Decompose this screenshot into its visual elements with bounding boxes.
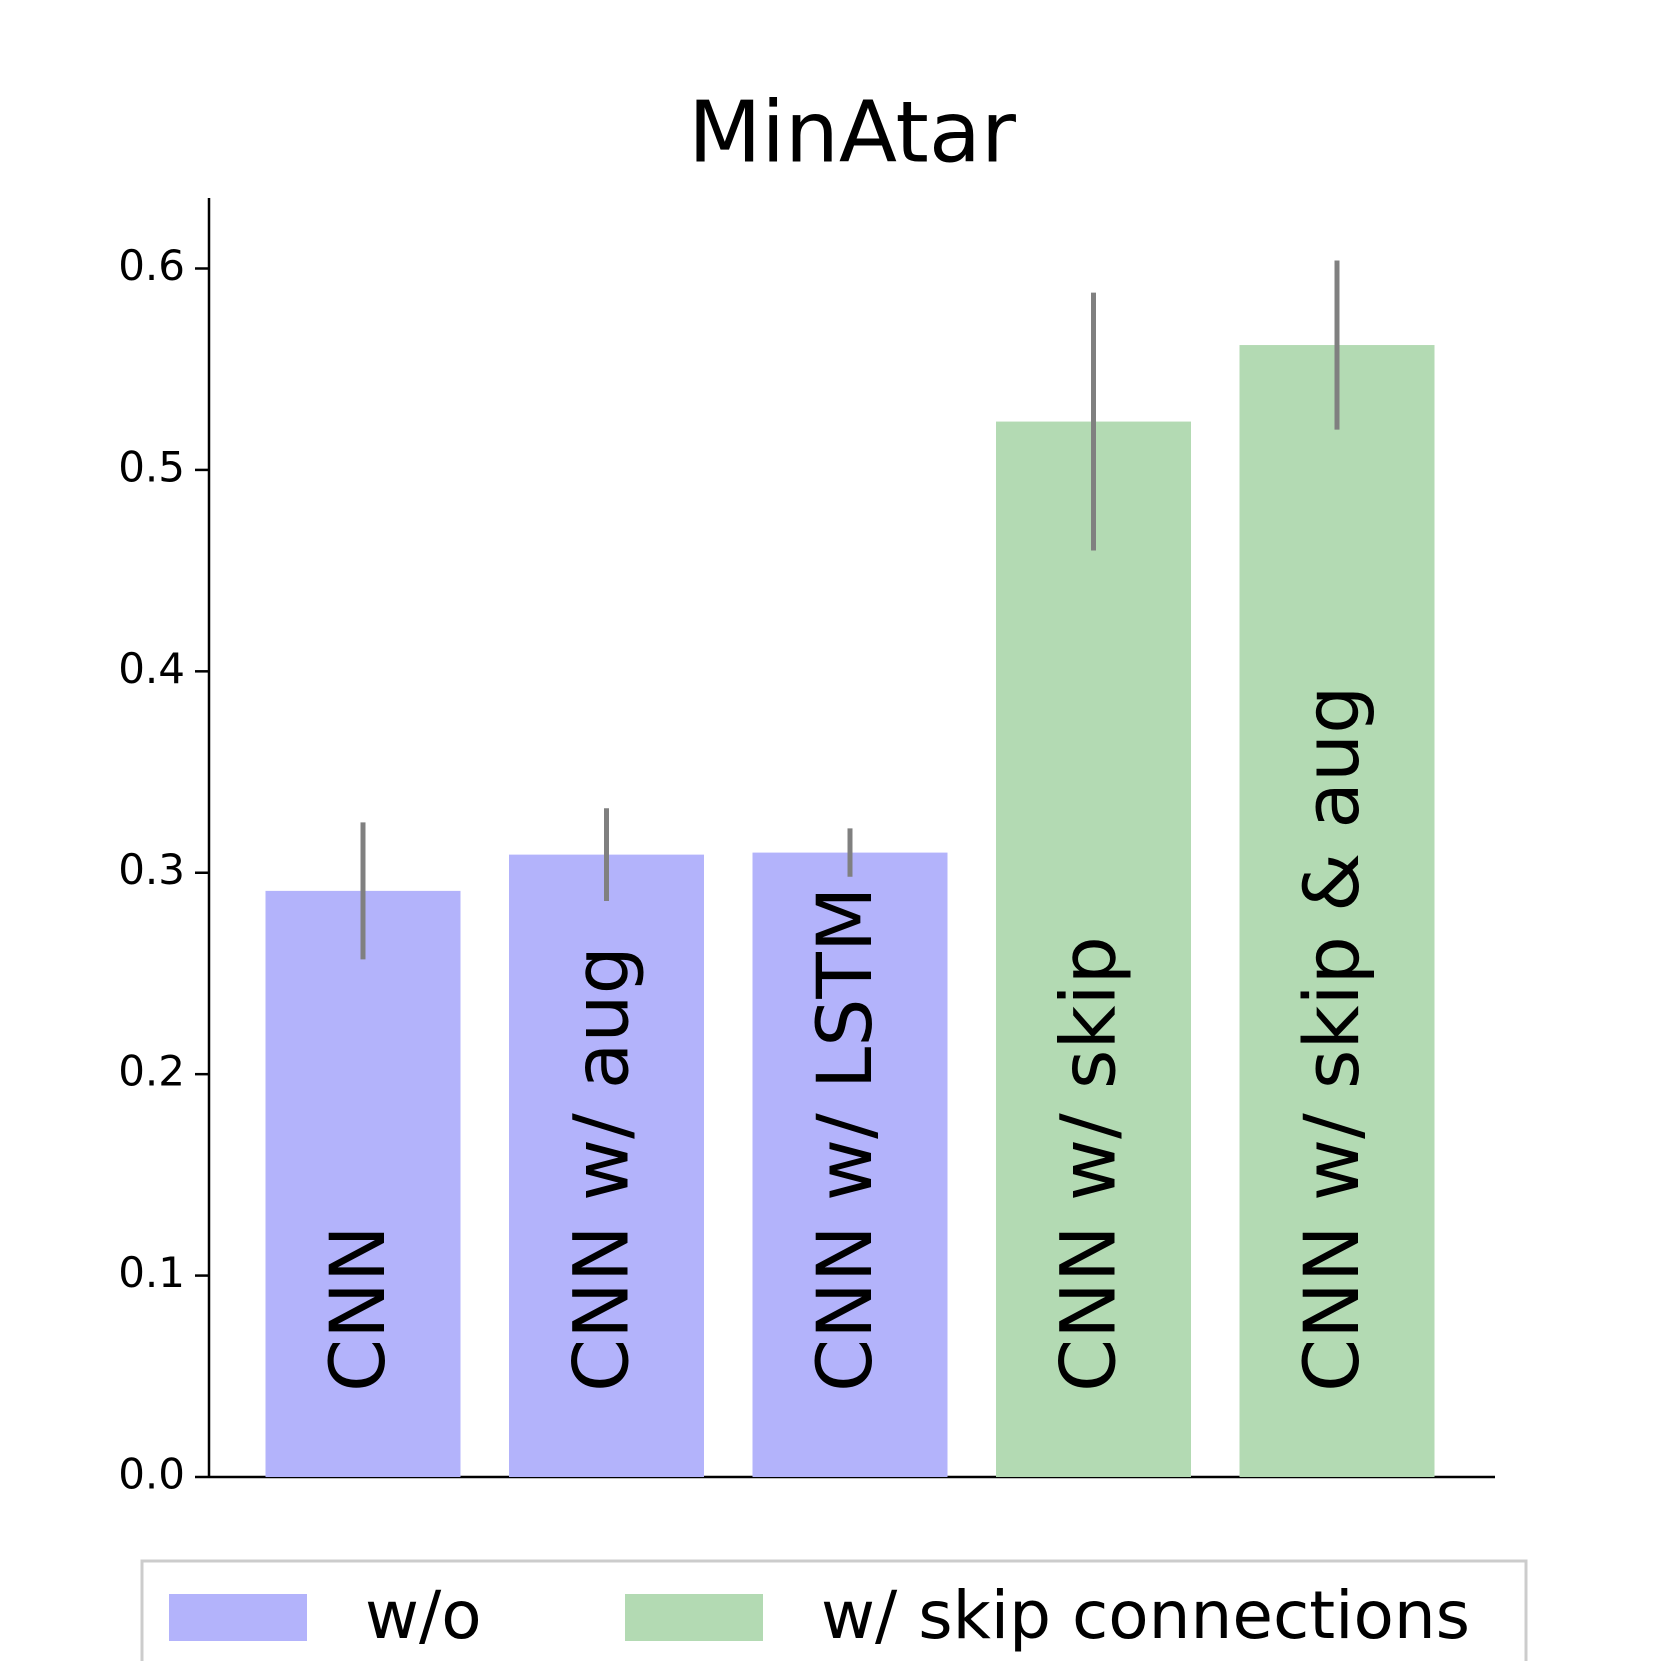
- bar-label: CNN w/ skip & aug: [1287, 686, 1376, 1392]
- bar: [509, 854, 704, 1477]
- bar: [265, 890, 461, 1477]
- bar: [996, 421, 1191, 1477]
- chart-title: MinAtar: [688, 83, 1016, 182]
- y-tick-label: 0.1: [118, 1248, 185, 1297]
- bar: [752, 852, 948, 1477]
- legend-swatch: [169, 1594, 307, 1641]
- legend-label: w/o: [365, 1577, 482, 1654]
- legend-label: w/ skip connections: [821, 1577, 1470, 1654]
- legend-box: [140, 1559, 1528, 1661]
- y-tick-label: 0.6: [118, 241, 185, 290]
- bar-label: CNN: [313, 1225, 402, 1392]
- y-tick-label: 0.3: [118, 845, 185, 894]
- y-tick-label: 0.5: [118, 442, 185, 491]
- legend-swatch: [625, 1594, 763, 1641]
- bar: [1239, 345, 1435, 1477]
- y-tick-label: 0.2: [118, 1047, 185, 1096]
- bar-label: CNN w/ LSTM: [800, 887, 889, 1392]
- bar-label: CNN w/ aug: [556, 946, 645, 1392]
- bar-label: CNN w/ skip: [1043, 936, 1132, 1392]
- y-tick-label: 0.0: [118, 1450, 185, 1499]
- y-tick-label: 0.4: [118, 644, 185, 693]
